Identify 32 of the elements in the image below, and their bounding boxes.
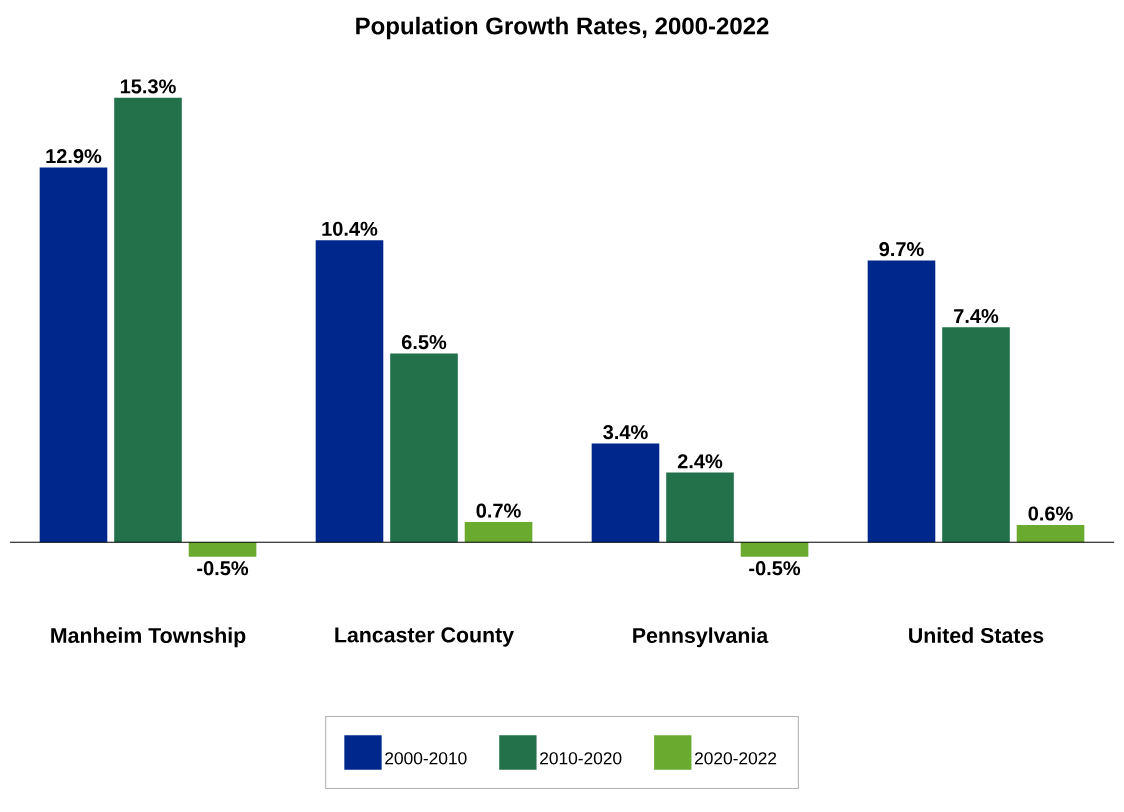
bar — [315, 240, 384, 543]
data-label: 0.6% — [1028, 506, 1073, 521]
bar — [666, 472, 734, 543]
data-label: -0.5% — [749, 561, 801, 576]
data-label: -0.5% — [197, 561, 249, 576]
bar — [740, 542, 809, 557]
data-label: 3.4% — [603, 425, 648, 440]
bar — [942, 327, 1010, 543]
data-label: 12.9% — [46, 149, 102, 164]
legend-label: 2000-2010 — [385, 752, 467, 765]
legend-label: 2010-2020 — [540, 752, 622, 765]
bar — [1016, 524, 1085, 543]
bar — [188, 542, 257, 557]
x-tick-label: United States — [909, 627, 1044, 644]
bar — [867, 260, 936, 543]
x-tick-label: Manheim Township — [51, 627, 246, 648]
bar — [390, 353, 458, 543]
data-label: 7.4% — [954, 308, 999, 324]
data-label: 2.4% — [677, 454, 723, 469]
legend-label: 2020-2022 — [694, 752, 777, 765]
x-tick-label: Pennsylvania — [633, 627, 769, 648]
data-label: 6.5% — [401, 335, 447, 350]
data-label: 10.4% — [322, 221, 378, 236]
bar — [114, 97, 182, 543]
bar — [39, 167, 108, 543]
x-tick-label: Lancaster County — [335, 627, 514, 647]
bar — [464, 521, 533, 543]
chart-title: Population Growth Rates, 2000-2022 — [356, 16, 769, 40]
bar — [591, 443, 660, 543]
data-label: 0.7% — [476, 503, 521, 518]
data-label: 9.7% — [879, 242, 924, 257]
data-label: 15.3% — [120, 79, 176, 94]
